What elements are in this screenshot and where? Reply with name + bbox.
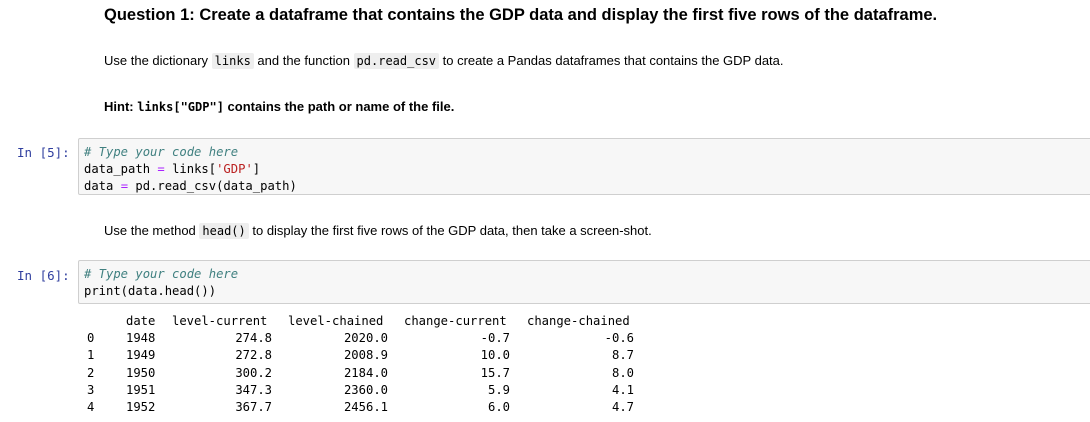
inline-code-links: links	[211, 53, 254, 69]
column-header-change-current: change-current	[404, 314, 507, 328]
code-token: print(data.head())	[84, 284, 217, 298]
instruction-paragraph-2: Use the method head() to display the fir…	[104, 223, 652, 239]
cell-change-current: 5.9	[487, 382, 510, 397]
inline-code-links-gdp: links["GDP"]	[137, 100, 224, 114]
code-line-comment: # Type your code here	[84, 144, 1090, 161]
code-token: data_path	[84, 162, 151, 176]
code-comment: # Type your code here	[84, 145, 239, 159]
row-index: 4	[87, 399, 95, 414]
cell-date: 1951	[126, 382, 156, 397]
cell-level-chained: 2008.9	[343, 348, 388, 363]
cell-level-current: 272.8	[235, 348, 272, 363]
hint-text: contains the path or name of the file.	[223, 99, 455, 114]
cell-change-chained: 4.7	[611, 399, 634, 414]
code-line-read-csv: data = pd.read_csv(data_path)	[84, 178, 1090, 195]
row-index: 2	[87, 365, 95, 380]
instruction-paragraph-1: Use the dictionary links and the functio…	[104, 53, 784, 69]
code-string: 'GDP'	[216, 162, 253, 176]
code-token: pd.read_csv(data_path)	[135, 179, 297, 193]
column-header-change-chained: change-chained	[527, 314, 630, 328]
column-header-level-chained: level-chained	[288, 314, 384, 328]
cell-change-chained: 4.1	[611, 382, 634, 397]
code-token: =	[113, 179, 136, 193]
cell-prompt-5: In [5]:	[17, 145, 70, 160]
code-token: links[	[172, 162, 217, 176]
code-comment: # Type your code here	[84, 267, 239, 281]
cell-level-chained: 2456.1	[343, 399, 388, 414]
cell-level-current: 367.7	[235, 399, 272, 414]
cell-level-current: 347.3	[235, 382, 272, 397]
code-line-comment: # Type your code here	[84, 266, 1090, 283]
hint-label: Hint:	[104, 99, 138, 114]
column-header-date: date	[126, 314, 156, 328]
cell-level-chained: 2184.0	[343, 365, 388, 380]
cell-level-chained: 2360.0	[343, 382, 388, 397]
cell-change-chained: 8.7	[611, 348, 634, 363]
code-cell-5[interactable]: # Type your code here data_path = links[…	[78, 138, 1090, 195]
code-token: ]	[252, 162, 261, 176]
row-index: 0	[87, 331, 95, 346]
instruction-text: and the function	[253, 53, 354, 68]
hint-paragraph: Hint: links["GDP"] contains the path or …	[104, 99, 454, 114]
code-cell-6[interactable]: # Type your code here print(data.head())	[78, 260, 1090, 304]
cell-change-chained: 8.0	[611, 365, 634, 380]
instruction-text: Use the method	[104, 223, 200, 238]
cell-change-current: -0.7	[480, 331, 510, 346]
cell-level-current: 274.8	[235, 331, 272, 346]
cell-date: 1949	[126, 348, 156, 363]
cell-change-current: 15.7	[480, 365, 510, 380]
cell-date: 1948	[126, 331, 156, 346]
cell-level-current: 300.2	[235, 365, 272, 380]
instruction-text: Use the dictionary	[104, 53, 212, 68]
column-header-level-current: level-current	[172, 314, 268, 328]
code-line-data-path: data_path = links['GDP']	[84, 161, 1090, 178]
code-token: data	[84, 179, 114, 193]
cell-date: 1952	[126, 399, 156, 414]
row-index: 1	[87, 348, 95, 363]
question-heading: Question 1: Create a dataframe that cont…	[104, 6, 938, 24]
inline-code-head: head()	[199, 223, 249, 239]
cell-level-chained: 2020.0	[343, 331, 388, 346]
code-line-print: print(data.head())	[84, 283, 1090, 300]
cell-change-current: 10.0	[480, 348, 510, 363]
inline-code-read-csv: pd.read_csv	[353, 53, 440, 69]
row-index: 3	[87, 382, 95, 397]
instruction-text: to create a Pandas dataframes that conta…	[439, 53, 784, 68]
code-token: =	[150, 162, 173, 176]
cell-change-chained: -0.6	[604, 331, 634, 346]
cell-change-current: 6.0	[487, 399, 510, 414]
cell-prompt-6: In [6]:	[17, 268, 70, 283]
instruction-text: to display the first five rows of the GD…	[248, 223, 652, 238]
cell-date: 1950	[126, 365, 156, 380]
